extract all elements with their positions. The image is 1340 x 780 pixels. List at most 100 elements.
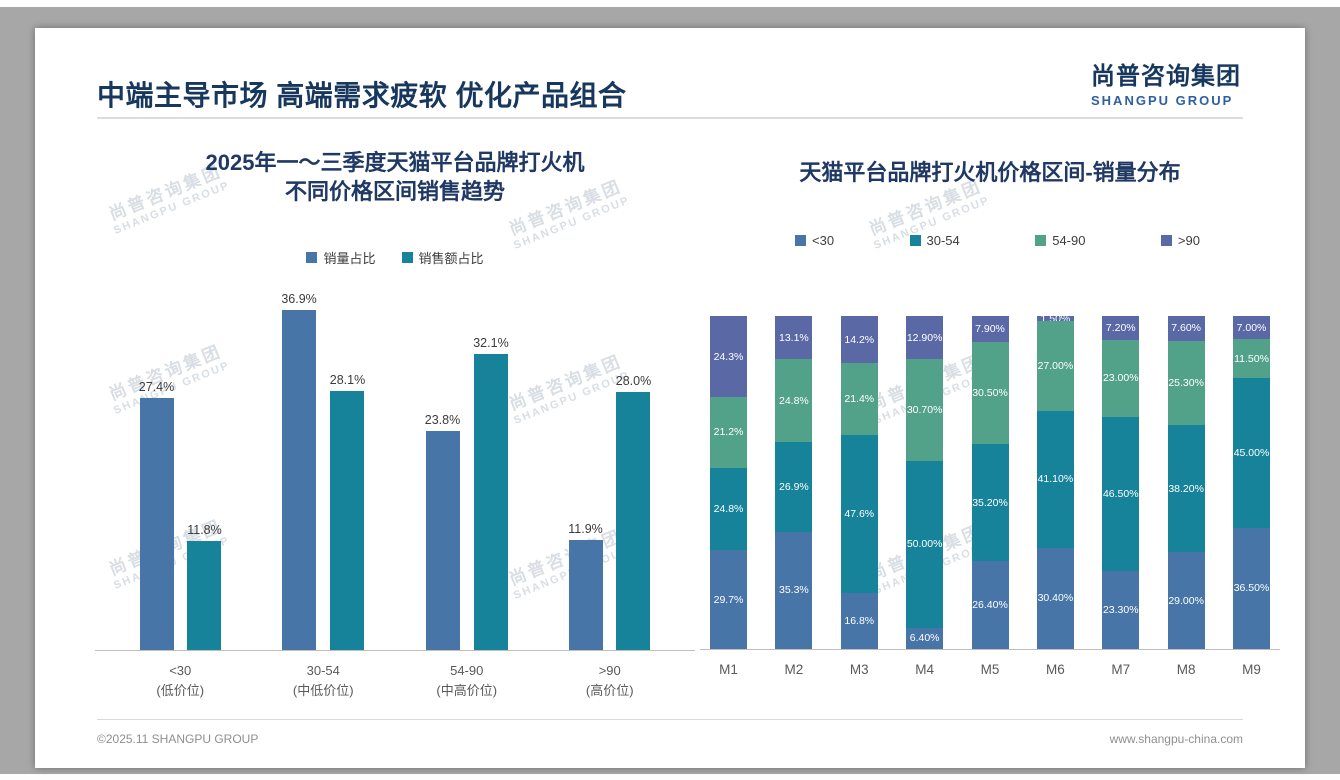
category-label: <30 (低价位) [156, 661, 204, 700]
bar [330, 391, 365, 651]
category-label-sub: (高价位) [585, 682, 634, 698]
bar [616, 392, 651, 651]
bar-group: 27.4% 11.8% <30 (低价位) [139, 300, 222, 700]
logo-text-en: SHANGPU GROUP [1091, 93, 1234, 108]
x-axis-label: M7 [1111, 662, 1131, 678]
segment-value-label: 7.90% [975, 323, 1005, 336]
bar-value-label: 27.4% [138, 379, 175, 394]
legend-label: 销售额占比 [418, 251, 484, 267]
footer: ©2025.11 SHANGPU GROUP www.shangpu-china… [97, 732, 1243, 746]
stacked-segment: 12.90% [906, 316, 944, 360]
bar-value-label: 36.9% [281, 292, 317, 307]
bar-value-label: 32.1% [473, 336, 509, 351]
stacked-segment: 30.40% [1036, 547, 1074, 650]
bar-value-label: 23.8% [424, 412, 461, 427]
segment-value-label: 35.20% [972, 496, 1008, 509]
bar-group: 11.9% 28.0% >90 (高价位) [568, 300, 651, 700]
x-axis-label: M9 [1242, 662, 1261, 678]
stacked-segment: 7.90% [971, 316, 1009, 343]
chart-legend: <30 30-54 54-90 >90 [700, 233, 1280, 248]
legend-item: <30 [795, 233, 834, 248]
segment-value-label: 7.20% [1105, 322, 1136, 335]
chart-title-line2: 不同价格区间销售趋势 [284, 179, 505, 205]
plot-area: 27.4% 11.8% <30 (低价位) 36.9% 28.1% 30-54 (中低价位) 2… [95, 292, 695, 700]
segment-value-label: 35.3% [778, 584, 809, 597]
bar [139, 397, 174, 651]
stacked-segment: 7.60% [1167, 315, 1205, 342]
stacked-segment: 47.6% [840, 434, 878, 594]
category-label: 54-90 (中高价位) [436, 661, 497, 700]
bar-value-label: 28.1% [329, 373, 366, 388]
stacked-segment: 23.30% [1102, 571, 1140, 650]
segment-value-label: 14.2% [844, 333, 875, 346]
legend-swatch-icon [795, 235, 806, 247]
segment-value-label: 24.8% [713, 502, 744, 515]
bar-group: 23.8% 32.1% 54-90 (中高价位) [425, 300, 509, 700]
segment-value-label: 26.40% [972, 599, 1008, 612]
segment-value-label: 45.00% [1233, 446, 1270, 459]
stacked-segment: 7.20% [1102, 316, 1140, 341]
legend-swatch-icon [1160, 235, 1172, 247]
legend-label: 销量占比 [323, 251, 376, 267]
legend-item: 销售额占比 [401, 248, 484, 267]
segment-value-label: 16.8% [844, 615, 875, 628]
segment-value-label: 23.30% [1102, 604, 1139, 617]
stacked-segment: 13.1% [775, 315, 813, 360]
stacked-segment: 27.00% [1036, 321, 1074, 411]
category-label-sub: (中低价位) [292, 682, 354, 698]
bar [187, 541, 222, 651]
stacked-segment: 23.00% [1102, 340, 1140, 417]
stacked-column: 30.40% 41.10% 27.00% 1.50% M6 [1036, 316, 1074, 677]
legend-item: 30-54 [909, 233, 960, 249]
segment-value-label: 47.6% [844, 507, 875, 520]
footer-copyright: ©2025.11 SHANGPU GROUP [97, 732, 259, 746]
stacked-column: 23.30% 46.50% 23.00% 7.20% M7 [1102, 316, 1140, 678]
stacked-segment: 35.3% [775, 531, 813, 650]
legend-item: 销量占比 [306, 248, 376, 267]
legend-label: 54-90 [1052, 233, 1086, 249]
logo-text-cn: 尚普咨询集团 [1091, 63, 1241, 90]
bar-group: 36.9% 28.1% 30-54 (中低价位) [281, 292, 366, 700]
plot-area: 29.7% 24.8% 21.2% 24.3% M1 35.3% 26.9% 24.8% 13.… [700, 315, 1280, 678]
stacked-segment: 21.4% [840, 363, 878, 435]
stacked-column: 16.8% 47.6% 21.4% 14.2% M3 [840, 316, 878, 677]
footer-website: www.shangpu-china.com [1109, 732, 1243, 746]
category-label-main: >90 [598, 663, 621, 679]
bar [425, 430, 460, 651]
category-label-main: <30 [169, 663, 192, 679]
segment-value-label: 24.8% [778, 394, 809, 407]
stacked-segment: 14.2% [840, 316, 878, 364]
category-label: >90 (高价位) [586, 661, 634, 700]
category-label-main: 30-54 [306, 663, 340, 679]
segment-value-label: 27.00% [1037, 360, 1074, 372]
stacked-segment: 38.20% [1167, 425, 1205, 553]
legend-swatch-icon [1035, 235, 1047, 247]
stacked-segment: 24.3% [710, 316, 747, 397]
legend-swatch-icon [401, 252, 413, 264]
page-title: 中端主导市场 高端需求疲软 优化产品组合 [97, 80, 627, 111]
segment-value-label: 36.50% [1233, 582, 1270, 595]
stacked-segment: 25.30% [1167, 341, 1205, 426]
stacked-segment: 50.00% [906, 461, 944, 628]
stacked-segment: 29.7% [710, 550, 747, 650]
segment-value-label: 21.2% [713, 426, 744, 439]
segment-value-label: 30.50% [972, 387, 1008, 400]
stacked-column: 36.50% 45.00% 11.50% 7.00% M9 [1233, 316, 1270, 677]
segment-value-label: 12.90% [906, 331, 943, 344]
segment-value-label: 29.7% [713, 593, 744, 606]
legend-label: <30 [812, 233, 835, 249]
segment-value-label: 7.60% [1171, 322, 1202, 335]
stacked-segment: 11.50% [1233, 339, 1270, 378]
legend-label: >90 [1177, 233, 1200, 249]
chart-legend: 销量占比 销售额占比 [95, 248, 695, 267]
x-axis-label: M8 [1176, 662, 1196, 678]
segment-value-label: 26.9% [778, 480, 809, 493]
bar-value-label: 28.0% [615, 374, 652, 389]
legend-label: 30-54 [926, 233, 960, 249]
grouped-bar-chart: 2025年一～三季度天猫平台品牌打火机 不同价格区间销售趋势 销量占比 销售额占比… [95, 148, 695, 700]
category-label-sub: (低价位) [156, 682, 205, 698]
stacked-bar-chart: 天猫平台品牌打火机价格区间-销量分布 <30 30-54 54-90 >90 29.7… [700, 158, 1280, 677]
stacked-column: 29.00% 38.20% 25.30% 7.60% M8 [1167, 315, 1205, 678]
stacked-segment: 36.50% [1233, 527, 1270, 650]
stacked-segment: 30.70% [906, 359, 944, 462]
